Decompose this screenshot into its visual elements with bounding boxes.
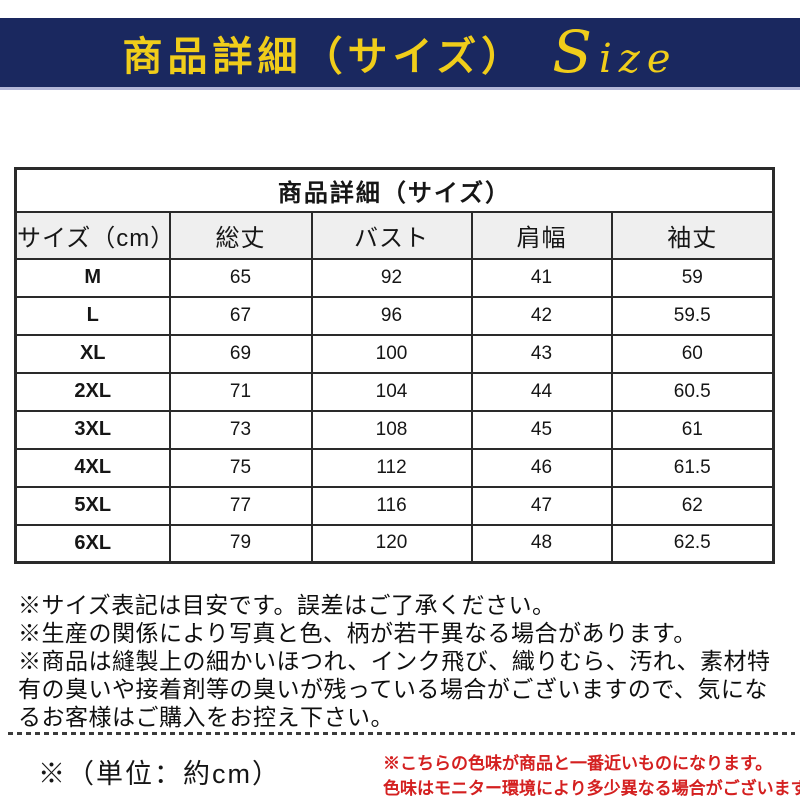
table-title: 商品詳細（サイズ） [14,167,775,213]
note-material: ※商品は縫製上の細かいほつれ、インク飛び、織りむら、汚れ、素材特有の臭いや接着剤… [18,648,771,730]
banner-title-jp: 商品詳細（サイズ） [122,34,527,79]
table-title-row: 商品詳細（サイズ） [14,167,775,213]
cell-shoulder: 45 [470,409,613,450]
cell-sleeve: 62 [610,485,775,526]
cell-size: L [14,295,171,336]
table-row-3xl: 3XL 73 108 45 61 [14,409,775,450]
monitor-color-note-line2: 色味はモニター環境により多少異なる場合がございます。 [383,779,800,798]
banner-script-initial: S [552,18,599,86]
monitor-color-note: ※こちらの色味が商品と一番近いものになります。 色味はモニター環境により多少異な… [383,751,800,800]
cell-sleeve: 59 [610,257,775,298]
cell-length: 71 [168,371,313,412]
dashed-divider [8,732,795,735]
cell-size: 2XL [14,371,171,412]
cell-length: 67 [168,295,313,336]
cell-shoulder: 46 [470,447,613,488]
cell-length: 65 [168,257,313,298]
table-row-xl: XL 69 100 43 60 [14,333,775,374]
cell-size: 3XL [14,409,171,450]
table-row-6xl: 6XL 79 120 48 62.5 [14,523,775,564]
monitor-color-note-line1: ※こちらの色味が商品と一番近いものになります。 [383,754,773,773]
unit-note: ※（単位：約cm） [38,759,281,789]
cell-sleeve: 60.5 [610,371,775,412]
banner: 商品詳細（サイズ） Size [0,18,800,90]
cell-shoulder: 43 [470,333,613,374]
banner-title-script: Size [552,23,677,82]
cell-shoulder: 41 [470,257,613,298]
cell-bust: 96 [310,295,473,336]
cell-sleeve: 61 [610,409,775,450]
cell-bust: 112 [310,447,473,488]
cell-length: 69 [168,333,313,374]
note-size-approximate: ※サイズ表記は目安です。誤差はご了承ください。 [18,592,556,618]
cell-bust: 120 [310,523,473,564]
cell-size: M [14,257,171,298]
cell-length: 73 [168,409,313,450]
cell-bust: 104 [310,371,473,412]
cell-bust: 108 [310,409,473,450]
cell-sleeve: 60 [610,333,775,374]
cell-length: 75 [168,447,313,488]
cell-shoulder: 44 [470,371,613,412]
cell-bust: 100 [310,333,473,374]
cell-sleeve: 59.5 [610,295,775,336]
cell-bust: 116 [310,485,473,526]
col-header-size: サイズ（cm） [14,210,174,260]
cell-length: 77 [168,485,313,526]
col-header-length: 総丈 [168,210,313,260]
cell-size: XL [14,333,171,374]
note-color-pattern: ※生産の関係により写真と色、柄が若干異なる場合があります。 [18,620,697,646]
cell-length: 79 [168,523,313,564]
cell-bust: 92 [310,257,473,298]
table-row-2xl: 2XL 71 104 44 60.5 [14,371,775,412]
col-header-bust: バスト [310,210,473,260]
table-row-4xl: 4XL 75 112 46 61.5 [14,447,775,488]
cell-size: 6XL [14,523,171,564]
cell-shoulder: 42 [470,295,613,336]
table-row-5xl: 5XL 77 116 47 62 [14,485,775,526]
cell-shoulder: 47 [470,485,613,526]
cell-shoulder: 48 [470,523,613,564]
col-header-shoulder: 肩幅 [470,210,613,260]
cell-sleeve: 62.5 [610,523,775,564]
cell-sleeve: 61.5 [610,447,775,488]
cell-size: 4XL [14,447,171,488]
size-chart-table: 商品詳細（サイズ） サイズ（cm） 総丈 バスト 肩幅 袖丈 M 65 92 4… [14,167,776,564]
table-header-row: サイズ（cm） 総丈 バスト 肩幅 袖丈 [14,210,775,260]
cell-size: 5XL [14,485,171,526]
size-chart: 商品詳細（サイズ） サイズ（cm） 総丈 バスト 肩幅 袖丈 M 65 92 4… [14,167,776,564]
disclaimer-notes: ※サイズ表記は目安です。誤差はご了承ください。 ※生産の関係により写真と色、柄が… [18,591,790,731]
banner-script-rest: ize [599,36,678,82]
col-header-sleeve: 袖丈 [610,210,775,260]
table-row-l: L 67 96 42 59.5 [14,295,775,336]
table-row-m: M 65 92 41 59 [14,257,775,298]
